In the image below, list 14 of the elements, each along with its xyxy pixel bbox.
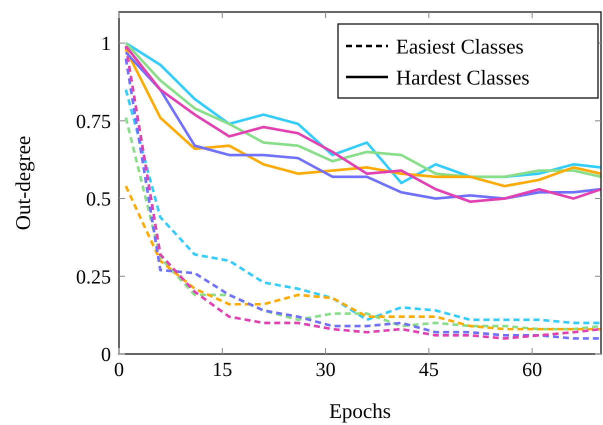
y-tick-label: 0.25 (76, 266, 111, 288)
x-axis-title: Epochs (329, 399, 391, 423)
annotation: Hardest Classes (396, 65, 530, 90)
y-tick-label: 0.75 (76, 110, 111, 133)
y-tick-label: 0.5 (86, 188, 111, 211)
x-tick-label: 45 (418, 359, 439, 381)
x-tick-label: 15 (212, 359, 232, 381)
x-tick-label: 30 (316, 359, 336, 381)
y-axis-title: Out-degree (11, 136, 35, 230)
line-series (124, 184, 601, 330)
x-tick-label: 60 (522, 359, 542, 381)
annotation: Easiest Classes (396, 34, 524, 58)
y-tick-label: 0 (101, 344, 111, 366)
y-tick-label: 1 (101, 33, 111, 56)
